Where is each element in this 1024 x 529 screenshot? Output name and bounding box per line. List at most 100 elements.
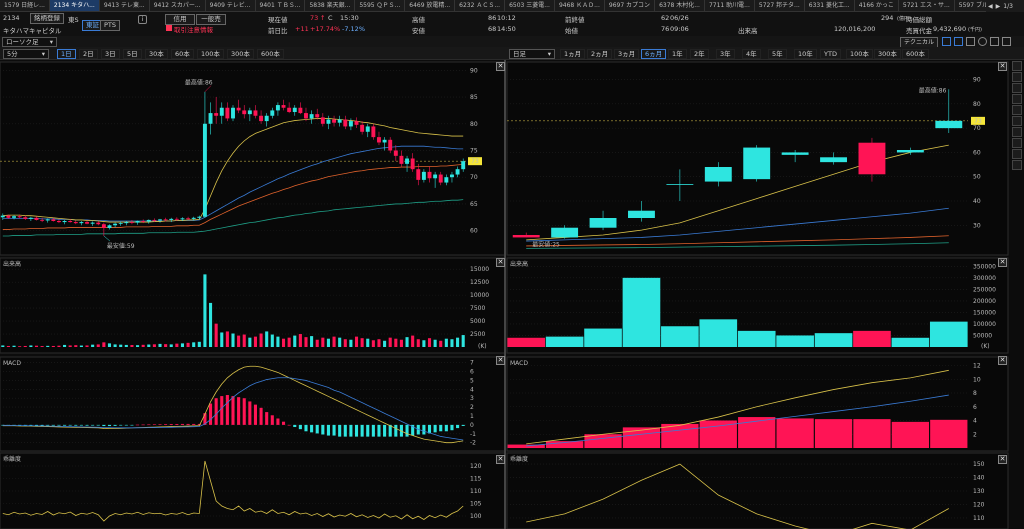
left-candle — [298, 107, 303, 114]
register-button[interactable]: 銘柄登録 — [30, 13, 64, 24]
left-period-button[interactable]: 600本 — [257, 49, 284, 59]
stock-tab[interactable]: 1579 日経レ... — [0, 0, 50, 11]
drawing-tool-icon[interactable] — [1012, 61, 1022, 71]
left-candle — [146, 219, 151, 222]
tab-prev-button[interactable]: ◀ — [988, 2, 993, 10]
right-macd-title: MACD — [510, 360, 528, 367]
right-period-button[interactable]: 100本 — [846, 49, 873, 59]
stock-tab[interactable]: 6331 菱化工... — [805, 0, 855, 11]
window-icon[interactable] — [966, 37, 975, 46]
left-candle — [264, 115, 269, 122]
stock-tab[interactable]: 6232 ＡＣＳ... — [455, 0, 506, 11]
right-period-button[interactable]: 2ヵ月 — [587, 49, 613, 59]
left-period-button[interactable]: 60本 — [171, 49, 194, 59]
right-divergence-close-button[interactable]: ✕ — [998, 455, 1007, 464]
right-period-button[interactable]: YTD — [820, 49, 841, 59]
stock-tab[interactable]: 9468 ＫＡＤ... — [555, 0, 605, 11]
stock-tab[interactable]: 5727 邦チタ... — [755, 0, 805, 11]
stock-tab[interactable]: 6378 木村化... — [655, 0, 705, 11]
stock-tab[interactable]: 5721 エス・サ... — [899, 0, 955, 11]
left-period-button[interactable]: 1日 — [57, 49, 76, 59]
stock-tab[interactable]: 9697 カプコン — [605, 0, 656, 11]
right-interval-select[interactable]: 日足 ▾ — [509, 49, 555, 59]
left-candle — [275, 105, 280, 111]
settings-icon[interactable] — [978, 37, 987, 46]
info-icon[interactable]: i — [138, 15, 147, 24]
stock-tab[interactable]: 6469 放電精... — [405, 0, 456, 11]
stock-tab[interactable]: 5838 楽天銀... — [305, 0, 356, 11]
right-period-button[interactable]: 3年 — [716, 49, 735, 59]
chart-area[interactable]: 9085807570656073最高値:86最安値:59908070605040… — [0, 60, 1011, 529]
drawing-tool-icon[interactable] — [1012, 94, 1022, 104]
right-period-button[interactable]: 600本 — [902, 49, 929, 59]
stock-tab[interactable]: 4166 かっこ — [855, 0, 899, 11]
stock-tab[interactable]: 9409 テレビ... — [206, 0, 256, 11]
right-period-button[interactable]: 300本 — [874, 49, 901, 59]
left-price-tick-label: 65 — [470, 201, 478, 208]
right-volume-bar — [776, 335, 814, 347]
market-pts-toggle[interactable]: PTS — [100, 20, 121, 31]
left-period-button[interactable]: 300本 — [227, 49, 254, 59]
general-sell-button[interactable]: 一般売 — [196, 14, 226, 25]
left-volume-bar — [422, 340, 426, 347]
right-period-button[interactable]: 5年 — [768, 49, 787, 59]
left-price-close-button[interactable]: ✕ — [496, 62, 505, 71]
drawing-tool-icon[interactable] — [1012, 149, 1022, 159]
stock-tab[interactable]: 9401 ＴＢＳ... — [256, 0, 306, 11]
left-volume-close-button[interactable]: ✕ — [496, 258, 505, 267]
right-ma-blue-line — [526, 207, 949, 242]
drawing-tool-icon[interactable] — [1012, 138, 1022, 148]
right-price-close-button[interactable]: ✕ — [998, 62, 1007, 71]
left-macd-hist-bar — [96, 424, 100, 426]
drawing-tool-icon[interactable] — [1012, 116, 1022, 126]
change-percent-2: -7.12% — [342, 25, 365, 33]
stock-tab[interactable]: 6503 三菱電... — [505, 0, 555, 11]
help-icon[interactable] — [990, 37, 999, 46]
left-macd-hist-bar — [147, 424, 151, 426]
stock-tab[interactable]: 2134 キタハ... — [49, 0, 100, 11]
drawing-tool-icon[interactable] — [1012, 72, 1022, 82]
draw-pen-icon[interactable] — [942, 37, 951, 46]
left-macd-close-button[interactable]: ✕ — [496, 356, 505, 365]
right-period-button[interactable]: 1ヵ月 — [560, 49, 586, 59]
right-period-button[interactable]: 2年 — [690, 49, 709, 59]
drawing-tool-icon[interactable] — [1012, 127, 1022, 137]
right-volume-close-button[interactable]: ✕ — [998, 258, 1007, 267]
chart-type-select[interactable]: ローソク足 ▾ — [2, 37, 57, 47]
close-icon[interactable] — [1002, 37, 1011, 46]
left-period-button[interactable]: 5日 — [123, 49, 142, 59]
left-period-button[interactable]: 3日 — [101, 49, 120, 59]
right-period-button[interactable]: 4年 — [742, 49, 761, 59]
crosshair-icon[interactable] — [954, 37, 963, 46]
right-div-tick-label: 150 — [973, 461, 985, 468]
left-period-button[interactable]: 30本 — [145, 49, 168, 59]
right-div-tick-label: 120 — [973, 501, 985, 508]
tab-next-button[interactable]: ▶ — [995, 2, 1001, 10]
left-candle — [438, 174, 443, 183]
trade-amount-value: 9,432,690 — [933, 25, 967, 33]
left-divergence-close-button[interactable]: ✕ — [496, 455, 505, 464]
left-candle — [444, 177, 449, 183]
trade-warning-link[interactable]: 取引注意情報 — [174, 26, 213, 34]
stock-tab[interactable]: 9412 スカパー... — [150, 0, 206, 11]
drawing-tool-icon[interactable] — [1012, 83, 1022, 93]
drawing-tool-icon[interactable] — [1012, 105, 1022, 115]
right-period-button[interactable]: 1年 — [668, 49, 687, 59]
credit-button[interactable]: 信用 — [165, 14, 195, 25]
left-period-button[interactable]: 100本 — [197, 49, 224, 59]
stock-tab[interactable]: 7711 助川電... — [705, 0, 755, 11]
change-label: 前日比 — [268, 27, 288, 35]
left-volume-bar — [444, 338, 448, 347]
left-macd-hist-bar — [18, 424, 22, 426]
left-period-button[interactable]: 2日 — [79, 49, 98, 59]
left-macd-hist-bar — [102, 424, 106, 427]
right-period-button[interactable]: 3ヵ月 — [614, 49, 640, 59]
right-period-button[interactable]: 6ヵ月 — [641, 49, 667, 59]
right-candle — [512, 235, 540, 238]
left-interval-select[interactable]: 5分 ▾ — [3, 49, 49, 59]
stock-tab[interactable]: 5595 ＱＰＳ... — [355, 0, 406, 11]
stock-tab[interactable]: 9413 テレ東... — [100, 0, 150, 11]
drawing-tool-icon[interactable] — [1012, 160, 1022, 170]
right-period-button[interactable]: 10年 — [794, 49, 817, 59]
right-macd-close-button[interactable]: ✕ — [998, 356, 1007, 365]
